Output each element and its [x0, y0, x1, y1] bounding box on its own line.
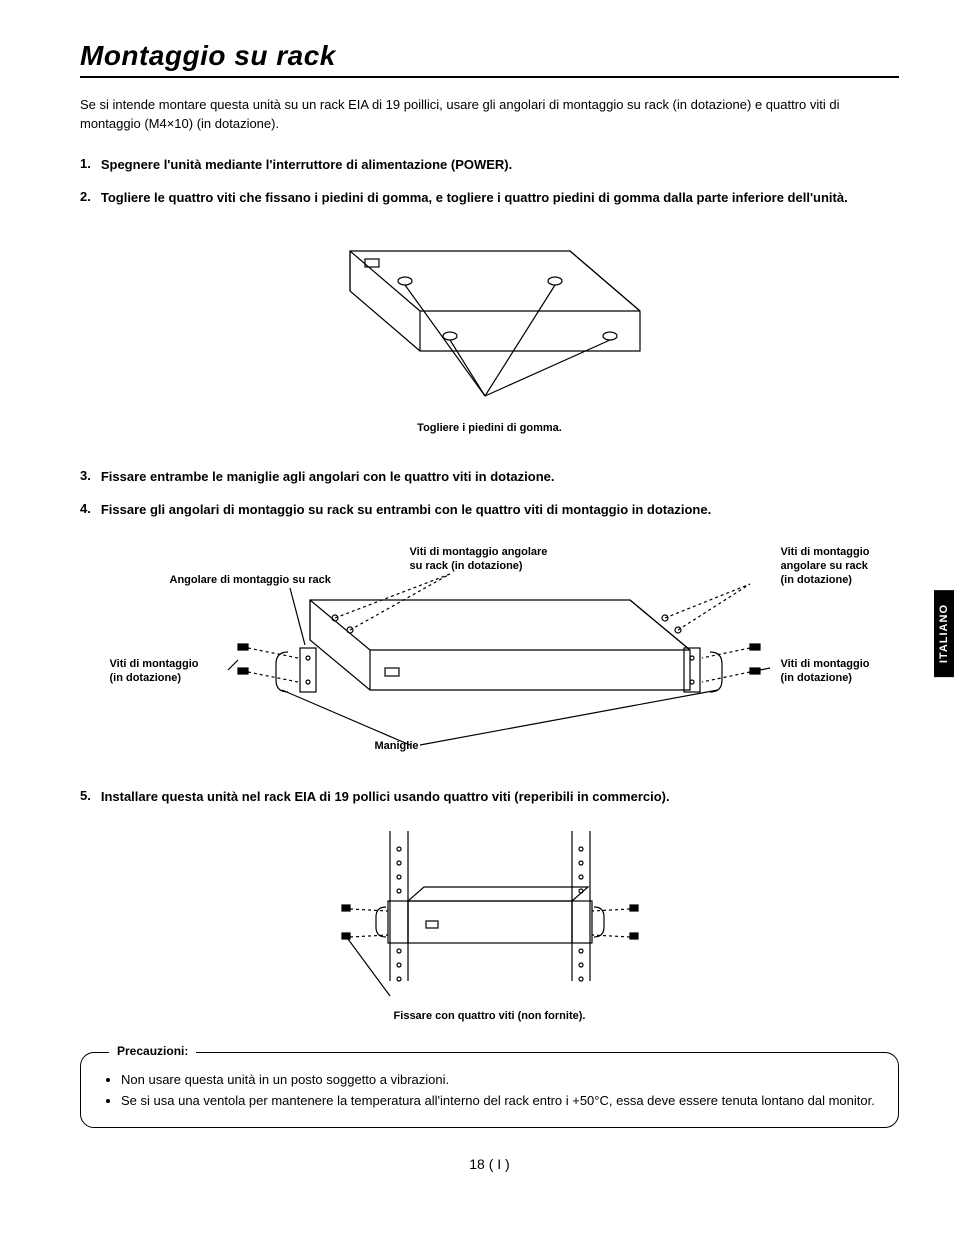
page-title: Montaggio su rack: [80, 40, 899, 72]
precautions-box: Precauzioni: Non usare questa unità in u…: [80, 1052, 899, 1128]
figure-caption: Fissare con quattro viti (non fornite).: [80, 1010, 899, 1022]
step-5: 5. Installare questa unità nel rack EIA …: [80, 788, 899, 807]
step-text: Togliere le quattro viti che fissano i p…: [101, 189, 848, 208]
precaution-item: Se si usa una ventola per mantenere la t…: [121, 1092, 876, 1111]
step-number: 3.: [80, 468, 91, 487]
figure-remove-feet: Togliere i piedini di gomma.: [80, 221, 899, 434]
step-number: 4.: [80, 501, 91, 520]
intro-paragraph: Se si intende montare questa unità su un…: [80, 96, 899, 134]
figure-rack-install: Fissare con quattro viti (non fornite).: [80, 821, 899, 1022]
step-1: 1. Spegnere l'unità mediante l'interrutt…: [80, 156, 899, 175]
language-tab: ITALIANO: [934, 590, 954, 677]
label-screws-top-left: Viti di montaggio angolare su rack (in d…: [410, 546, 548, 574]
label-screws-right: Viti di montaggio (in dotazione): [780, 658, 869, 686]
step-2: 2. Togliere le quattro viti che fissano …: [80, 189, 899, 208]
page-number: 18 ( I ): [80, 1156, 899, 1172]
diagram-rack: [330, 821, 650, 1001]
figure-brackets: Angolare di montaggio su rack Viti di mo…: [110, 540, 870, 758]
step-number: 2.: [80, 189, 91, 208]
precautions-legend: Precauzioni:: [109, 1044, 196, 1058]
precaution-item: Non usare questa unità in un posto sogge…: [121, 1071, 876, 1090]
page: Montaggio su rack Se si intende montare …: [0, 0, 954, 1202]
label-angle-bracket: Angolare di montaggio su rack: [170, 574, 331, 588]
step-text: Spegnere l'unità mediante l'interruttore…: [101, 156, 512, 175]
step-number: 5.: [80, 788, 91, 807]
precautions-list: Non usare questa unità in un posto sogge…: [103, 1071, 876, 1111]
step-number: 1.: [80, 156, 91, 175]
figure-caption: Togliere i piedini di gomma.: [80, 422, 899, 434]
step-text: Fissare gli angolari di montaggio su rac…: [101, 501, 711, 520]
title-rule: [80, 76, 899, 78]
step-4: 4. Fissare gli angolari di montaggio su …: [80, 501, 899, 520]
label-screws-left: Viti di montaggio (in dotazione): [110, 658, 199, 686]
step-text: Fissare entrambe le maniglie agli angola…: [101, 468, 555, 487]
diagram-unit-bottom: [310, 221, 670, 411]
step-3: 3. Fissare entrambe le maniglie agli ang…: [80, 468, 899, 487]
label-screws-top-right: Viti di montaggio angolare su rack (in d…: [780, 546, 869, 587]
step-text: Installare questa unità nel rack EIA di …: [101, 788, 670, 807]
label-handles: Maniglie: [375, 740, 419, 754]
